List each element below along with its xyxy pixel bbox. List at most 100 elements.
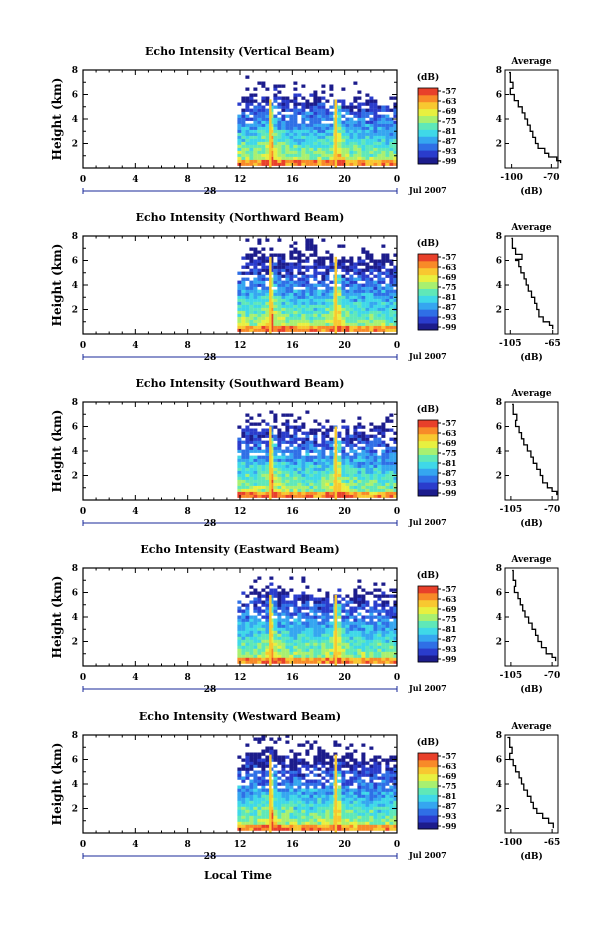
profile-x-tick-label: -70 [543, 173, 559, 183]
heatmap-cell [313, 93, 318, 97]
heatmap-cell [245, 277, 250, 281]
heatmap-cell [369, 99, 374, 103]
heatmap-cell [325, 621, 330, 625]
heatmap-cell [281, 310, 286, 314]
heatmap-cell [313, 159, 318, 163]
heatmap-cell [381, 821, 386, 825]
heatmap-cell [301, 322, 306, 326]
colorbar-segment [418, 433, 438, 442]
heatmap-cell [265, 657, 270, 661]
heatmap-cell [293, 648, 298, 652]
heatmap-cell [301, 147, 306, 151]
heatmap-cell [285, 615, 290, 619]
heatmap-cell [297, 794, 302, 798]
profile-x-tick-label: -105 [500, 505, 523, 515]
heatmap-cell [369, 494, 374, 498]
heatmap-cell [385, 458, 390, 462]
heatmap-cell [281, 770, 286, 774]
heatmap-cell [249, 437, 254, 441]
heatmap-cell [301, 491, 306, 495]
heatmap-cell [261, 325, 266, 329]
heatmap-cell [317, 289, 322, 293]
heatmap-cell [329, 268, 334, 272]
heatmap-cell [257, 627, 262, 631]
heatmap-cell [341, 476, 346, 480]
heatmap-cell [253, 494, 258, 498]
heatmap-cell [337, 491, 342, 495]
heatmap-cell [265, 624, 270, 628]
heatmap-cell [257, 120, 262, 124]
heatmap-cell [313, 648, 318, 652]
heatmap-cell [277, 449, 282, 453]
heatmap-cell [329, 150, 334, 154]
heatmap-cell [241, 491, 246, 495]
heatmap-cell [261, 431, 266, 435]
heatmap-cell [297, 482, 302, 486]
heatmap-cell [325, 431, 330, 435]
heatmap-cell [277, 654, 282, 658]
heatmap-cell [385, 268, 390, 272]
heatmap-cell [373, 755, 378, 759]
heatmap-cell [345, 636, 350, 640]
heatmap-cell [309, 150, 314, 154]
heatmap-cell [381, 642, 386, 646]
heatmap-cell [369, 458, 374, 462]
heatmap-cell [325, 809, 330, 813]
heatmap-cell [313, 812, 318, 816]
heatmap-cell [385, 621, 390, 625]
heatmap-cell [293, 129, 298, 133]
heatmap-cell [321, 491, 326, 495]
heatmap-cell [369, 301, 374, 305]
heatmap-cell [245, 286, 250, 290]
heatmap-cell [265, 470, 270, 474]
heatmap-cell [301, 651, 306, 655]
heatmap-cell [257, 791, 262, 795]
heatmap-cell [285, 764, 290, 768]
heatmap-cell [353, 132, 358, 136]
heatmap-cell [289, 268, 294, 272]
heatmap-cell [337, 624, 342, 628]
heatmap-cell [389, 126, 394, 130]
heatmap-cell [313, 268, 318, 272]
heatmap-cell [301, 120, 306, 124]
heatmap-cell [369, 298, 374, 302]
heatmap-cell [377, 298, 382, 302]
heatmap-cell [249, 642, 254, 646]
heatmap-cell [345, 280, 350, 284]
heatmap-cell [317, 606, 322, 610]
heatmap-cell [361, 156, 366, 160]
heatmap-cell [265, 651, 270, 655]
heatmap-cell [301, 328, 306, 332]
heatmap-cell [381, 785, 386, 789]
heatmap-cell [345, 824, 350, 828]
heatmap-cell [249, 645, 254, 649]
heatmap-cell [253, 639, 258, 643]
heatmap-cell [257, 135, 262, 139]
heatmap-cell [349, 485, 354, 489]
heatmap-cell [381, 800, 386, 804]
heatmap-cell [361, 827, 366, 831]
heatmap-cell [381, 494, 386, 498]
heatmap-cell [289, 603, 294, 607]
heatmap-cell [269, 591, 274, 595]
heatmap-cell [381, 591, 386, 595]
heatmap-cell [285, 289, 290, 293]
heatmap-cell [313, 764, 318, 768]
heatmap-cell [361, 630, 366, 634]
heatmap-cell [309, 328, 314, 332]
heatmap-cell [325, 612, 330, 616]
heatmap-cell [305, 479, 310, 483]
heatmap-cell [257, 422, 262, 426]
heatmap-cell [393, 654, 398, 658]
heatmap-cell [241, 794, 246, 798]
heatmap-cell [257, 797, 262, 801]
heatmap-cell [273, 274, 278, 278]
heatmap-cell [325, 797, 330, 801]
heatmap-cell [257, 434, 262, 438]
heatmap-cell [245, 818, 250, 822]
heatmap-cell [309, 615, 314, 619]
heatmap-cell [285, 286, 290, 290]
heatmap-cell [385, 476, 390, 480]
heatmap-cell [245, 289, 250, 293]
heatmap-cell [345, 452, 350, 456]
